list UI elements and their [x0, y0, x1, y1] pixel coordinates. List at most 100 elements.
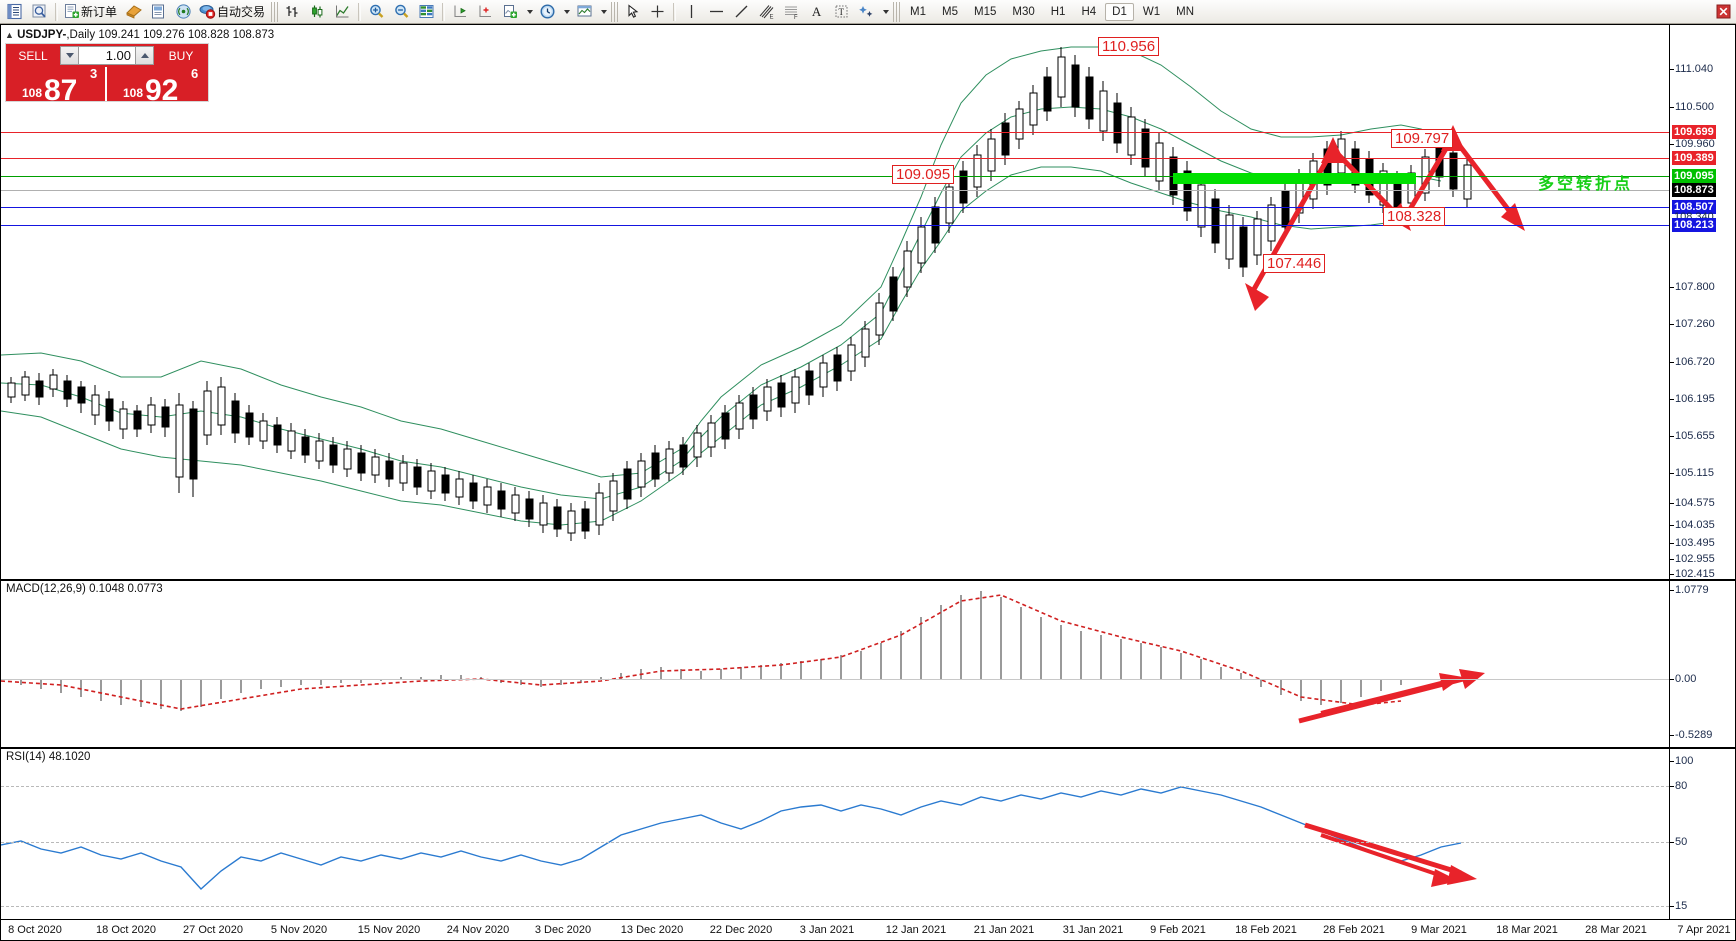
symbol-timeframe: Daily — [69, 29, 96, 41]
chart-container[interactable]: 110.956 109.797 109.095 108.328 107.446 … — [0, 24, 1736, 941]
date-label-5: 24 Nov 2020 — [446, 924, 510, 936]
date-axis[interactable]: 8 Oct 2020 18 Oct 2020 27 Oct 2020 5 Nov… — [0, 920, 1736, 941]
indicators-dropdown-caret[interactable] — [523, 1, 535, 23]
ytick-106720: 106.720 — [1670, 356, 1715, 368]
text-icon[interactable]: A — [804, 1, 829, 23]
rsi-level-80 — [1, 786, 1669, 787]
buy-button[interactable]: BUY — [168, 48, 194, 63]
chinese-annotation-note[interactable]: 多空转折点 — [1538, 174, 1634, 193]
timeframe-h4[interactable]: H4 — [1081, 5, 1097, 18]
toolbar-grip-2[interactable] — [611, 1, 619, 22]
line-chart-icon[interactable] — [330, 1, 355, 23]
trade-box[interactable]: SELL 1.00 BUY 108 87 3 108 — [5, 43, 209, 106]
fibonacci-icon[interactable]: F — [779, 1, 804, 23]
bid-price-fraction: 3 — [90, 66, 98, 81]
date-label-19: 7 Apr 2021 — [1677, 924, 1731, 936]
macd-signal-line — [1, 594, 1402, 710]
candlestick-chart-icon[interactable] — [305, 1, 330, 23]
close-icon[interactable] — [1711, 1, 1736, 23]
volume-increment-button[interactable] — [135, 46, 154, 65]
zoom-out-icon[interactable] — [389, 1, 414, 23]
timeframe-mn[interactable]: MN — [1176, 5, 1194, 18]
one-click-trading-panel[interactable]: ▲ USDJPY-,Daily 109.241 109.276 108.828 … — [5, 29, 275, 106]
rsi-axis[interactable]: 100 80 50 15 — [1669, 749, 1735, 919]
templates-dropdown-caret[interactable] — [597, 1, 609, 23]
annotation-107446[interactable]: 107.446 — [1263, 254, 1326, 273]
text-label-icon[interactable]: T — [829, 1, 854, 23]
date-label-17: 18 Mar 2021 — [1496, 924, 1558, 936]
timeframe-m1[interactable]: M1 — [910, 5, 927, 18]
timeframe-h1[interactable]: H1 — [1050, 5, 1066, 18]
timeframe-m5[interactable]: M5 — [942, 5, 958, 18]
volume-input[interactable]: 1.00 — [79, 46, 135, 65]
bid-price[interactable]: 108 87 3 — [6, 66, 107, 106]
autotrading-label: 自动交易 — [217, 5, 266, 19]
resistance-line-109699 — [1, 132, 1669, 133]
objects-dropdown-caret[interactable] — [879, 1, 891, 23]
macd-trend-arrow — [1298, 669, 1485, 724]
timeframe-m15[interactable]: M15 — [974, 5, 997, 18]
symbol-ohlc: 109.241 109.276 108.828 108.873 — [98, 29, 275, 41]
ytick-103495: 103.495 — [1670, 537, 1715, 549]
price-pane[interactable]: 110.956 109.797 109.095 108.328 107.446 … — [0, 24, 1736, 580]
toolbar-separator-2 — [358, 2, 362, 21]
toolbar-separator-4 — [673, 2, 677, 21]
zoom-in-icon[interactable] — [364, 1, 389, 23]
macd-axis[interactable]: 1.0779 0.00 -0.5289 — [1669, 581, 1735, 747]
autotrading-button[interactable]: 自动交易 — [196, 1, 269, 23]
trade-box-prices: 108 87 3 108 92 6 — [6, 66, 208, 106]
rsi-pane[interactable]: RSI(14) 48.1020 — [0, 748, 1736, 920]
equidistant-channel-icon[interactable]: E — [754, 1, 779, 23]
horizontal-line-icon[interactable] — [704, 1, 729, 23]
collapse-triangle-icon[interactable]: ▲ — [5, 30, 14, 40]
date-label-9: 3 Jan 2021 — [799, 924, 855, 936]
annotation-109797[interactable]: 109.797 — [1391, 129, 1454, 148]
price-plot-area[interactable]: 110.956 109.797 109.095 108.328 107.446 … — [1, 25, 1669, 579]
indicators-icon[interactable] — [498, 1, 523, 23]
annotation-108328[interactable]: 108.328 — [1383, 207, 1446, 226]
macd-zero-line — [1, 679, 1669, 680]
grid-icon[interactable] — [414, 1, 439, 23]
annotation-109095[interactable]: 109.095 — [892, 165, 955, 184]
timeframe-d1[interactable]: D1 — [1105, 2, 1134, 21]
data-window-icon[interactable] — [27, 1, 52, 23]
bar-chart-icon[interactable] — [280, 1, 305, 23]
macd-pane[interactable]: MACD(12,26,9) 0.1048 0.0773 — [0, 580, 1736, 748]
sell-button[interactable]: SELL — [18, 48, 48, 63]
symbol-header: ▲ USDJPY-,Daily 109.241 109.276 108.828 … — [5, 29, 275, 41]
ytick-104575: 104.575 — [1670, 497, 1715, 509]
periods-icon[interactable] — [535, 1, 560, 23]
macd-plot-area[interactable] — [1, 581, 1669, 747]
date-label-2: 27 Oct 2020 — [183, 924, 243, 936]
cursor-icon[interactable] — [620, 1, 645, 23]
timeframe-w1[interactable]: W1 — [1142, 5, 1161, 18]
crosshair-icon[interactable] — [645, 1, 670, 23]
macd-histogram — [20, 591, 1402, 711]
trade-box-controls: SELL 1.00 BUY — [6, 44, 208, 67]
macd-ytick-max: 1.0779 — [1670, 584, 1709, 596]
expert-advisors-icon[interactable] — [121, 1, 146, 23]
volume-decrement-button[interactable] — [60, 46, 79, 65]
text-icon-glyph: A — [811, 3, 822, 19]
price-axis[interactable]: 111.040 110.500 109.960 107.800 107.260 … — [1669, 25, 1735, 579]
objects-icon[interactable] — [854, 1, 879, 23]
trendline-icon[interactable] — [729, 1, 754, 23]
toolbar-grip-3[interactable] — [893, 1, 901, 22]
vertical-line-icon[interactable] — [679, 1, 704, 23]
rsi-ytick-80: 80 — [1669, 780, 1688, 792]
terminal-icon[interactable] — [146, 1, 171, 23]
toolbar-grip[interactable] — [271, 1, 279, 22]
templates-icon[interactable] — [572, 1, 597, 23]
timeframe-m30[interactable]: M30 — [1012, 5, 1035, 18]
signals-icon[interactable] — [171, 1, 196, 23]
auto-scroll-icon[interactable] — [473, 1, 498, 23]
date-label-14: 18 Feb 2021 — [1235, 924, 1297, 936]
new-order-button[interactable]: 新订单 — [61, 1, 121, 23]
market-watch-icon[interactable] — [2, 1, 27, 23]
main-toolbar: 新订单 自动交易 — [0, 0, 1736, 24]
annotation-110956[interactable]: 110.956 — [1098, 37, 1160, 56]
periods-dropdown-caret[interactable] — [560, 1, 572, 23]
ask-price[interactable]: 108 92 6 — [107, 66, 208, 106]
chart-shift-icon[interactable] — [448, 1, 473, 23]
rsi-plot-area[interactable] — [1, 749, 1669, 919]
